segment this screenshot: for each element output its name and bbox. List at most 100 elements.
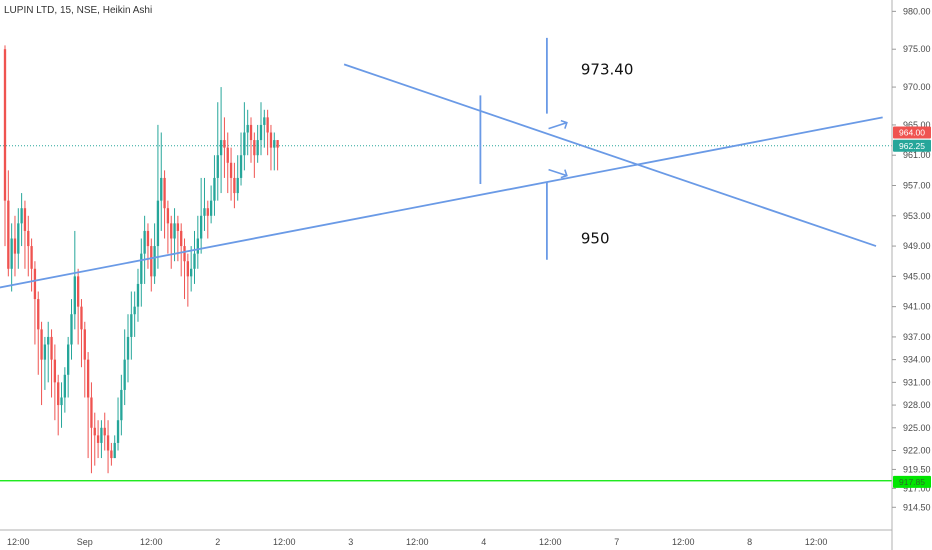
candle-body [263,117,266,125]
price-badge [893,475,931,488]
candle-body [27,230,30,247]
candle-body [196,238,199,254]
candle-body [259,124,263,141]
candle-body [249,124,253,141]
annotation-label: 973.40 [581,61,634,79]
candle-body [223,140,226,148]
candle-body [23,208,27,231]
candle-body [86,359,90,398]
lower-trendline [343,63,877,247]
upper-trendline [0,116,883,289]
candle-body [110,450,113,459]
candle-body [269,132,273,148]
candle-body [216,155,219,178]
price-axis[interactable]: 980.00 975.00 970.00 965.00 961.00 957.00 953.… [891,0,931,550]
candle-body [239,155,243,178]
time-tick-label: 4 [481,537,486,547]
breakout-up-arrow [548,119,568,130]
candle-body [120,389,123,421]
candle-body [146,230,150,247]
candle-body [13,238,17,254]
candle-body [76,276,80,307]
plot-area[interactable]: 973.40 950 [0,37,892,482]
price-tick-label: 980.00 [903,6,931,16]
candle-body [70,314,73,345]
time-tick-label: Sep [77,537,93,547]
breakout-down-arrow [548,168,568,179]
candle-body [83,329,86,360]
candle-body [47,336,50,345]
candle-body [40,329,43,360]
price-tick-label: 931.00 [903,377,931,387]
candle-body [219,140,223,156]
time-tick-label: 2 [215,537,220,547]
candle-body [246,124,249,133]
time-tick-label: 7 [614,537,619,547]
price-tick-label: 941.00 [903,302,931,312]
candle-body [199,215,203,239]
candle-body [173,223,176,239]
candle-body [276,140,279,148]
price-tick-label: 922.00 [903,446,931,456]
time-tick-label: 3 [348,537,353,547]
price-tick-label: 970.00 [903,82,931,92]
price-badge [893,139,931,152]
time-axis[interactable]: 12:00 Sep 12:00 2 12:00 3 12:00 4 12:00 7 12:00 8 12… [0,529,892,547]
price-tick-label: 957.00 [903,181,931,191]
time-tick-label: 12:00 [7,537,30,547]
candle-body [93,427,96,436]
candle-body [193,253,196,269]
candle-body [60,397,63,406]
chart-title: LUPIN LTD, 15, NSE, Heikin Ashi [4,5,152,16]
candle-body [143,230,146,254]
candle-body [183,246,186,262]
candle-body [67,344,70,375]
price-badge-label: 962.25 [899,141,925,151]
candle-body [253,140,256,156]
candle-body [166,208,170,224]
candle-body [156,200,160,247]
candle-body [140,253,143,284]
candle-body [136,283,140,307]
price-tick-label: 917.00 [903,483,931,493]
price-badge-label: 964.00 [899,128,925,138]
time-tick-label: 12:00 [539,537,562,547]
candle-body [236,177,239,194]
candle-body [80,306,83,330]
candle-body [153,246,156,277]
candle-body [190,268,193,277]
candle-body [53,359,57,383]
candle-body [123,359,126,390]
candle-body [113,442,116,459]
candle-body [73,276,76,315]
price-badge-label: 917.85 [899,477,925,487]
price-tick-label: 925.00 [903,423,931,433]
candle-body [103,427,106,436]
candle-body [163,177,166,209]
candle-body [229,162,233,178]
candle-body [209,200,213,216]
price-tick-label: 953.00 [903,211,931,221]
candle-body [133,306,136,315]
candle-body [63,374,67,398]
candle-body [266,117,269,133]
price-tick-label: 965.00 [903,120,931,130]
candle-body [7,200,10,269]
candle-body [50,336,53,360]
candle-body [30,246,33,269]
candle-body [186,261,190,277]
candle-body [43,344,47,360]
price-tick-label: 949.00 [903,241,931,251]
candle-body [256,140,259,156]
time-tick-label: 12:00 [805,537,828,547]
candle-body [37,299,40,330]
candle-body [100,427,103,443]
time-tick-label: 12:00 [140,537,163,547]
time-tick-label: 12:00 [273,537,296,547]
price-tick-label: 961.00 [903,150,931,160]
candle-body [170,223,173,239]
candle-body [116,420,120,443]
candle-body [180,230,183,247]
